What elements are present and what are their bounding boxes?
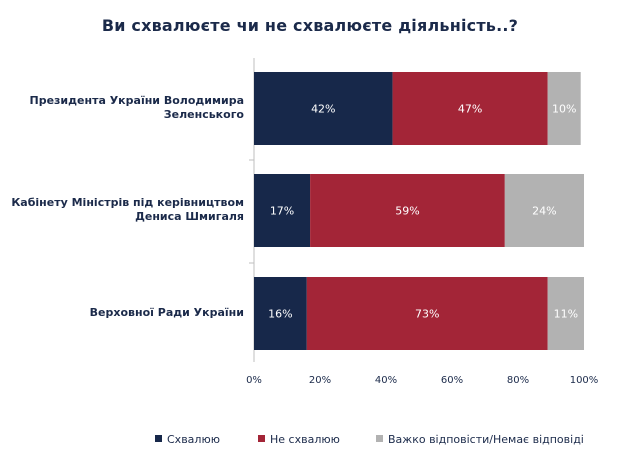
chart-title: Ви схвалюєте чи не схвалюєте діяльність.… — [101, 16, 519, 35]
bar-segment — [392, 72, 548, 145]
x-tick-label: 20% — [309, 375, 331, 386]
legend-label-approve: Схвалюю — [167, 433, 220, 446]
legend-item-approve: Схвалюю — [155, 433, 220, 446]
data-label: 10% — [552, 103, 576, 116]
x-tick-label: 80% — [507, 375, 529, 386]
bar-segment — [254, 174, 311, 247]
legend-swatch-hard-to-say — [376, 435, 383, 442]
bar-segment — [547, 72, 581, 145]
legend-label-hard-to-say: Важко відповісти/Немає відповіді — [388, 433, 584, 446]
bar-segment — [254, 277, 307, 350]
bar-segment — [306, 277, 548, 350]
legend-swatch-approve — [155, 435, 162, 442]
data-label: 16% — [268, 308, 292, 321]
data-label: 42% — [311, 103, 335, 116]
legend-item-disapprove: Не схвалюю — [258, 433, 340, 446]
x-tick-label: 100% — [570, 375, 599, 386]
legend-swatch-disapprove — [258, 435, 265, 442]
data-label: 73% — [415, 308, 439, 321]
category-label-cabinet: Кабінету Міністрів під керівництвом Дени… — [11, 196, 244, 223]
data-label: 47% — [458, 103, 482, 116]
data-label: 59% — [395, 205, 419, 218]
x-tick-label: 60% — [441, 375, 463, 386]
legend-label-disapprove: Не схвалюю — [270, 433, 340, 446]
bar-segment — [254, 72, 393, 145]
data-label: 11% — [554, 308, 578, 321]
x-tick-label: 40% — [375, 375, 397, 386]
data-label: 17% — [270, 205, 294, 218]
category-label-parliament: Верховної Ради України — [89, 306, 244, 319]
category-label-president: Президента України Володимира Зеленськог… — [29, 94, 244, 121]
data-label: 24% — [532, 205, 556, 218]
x-tick-label: 0% — [246, 375, 262, 386]
bar-segment — [310, 174, 505, 247]
legend-item-hard-to-say: Важко відповісти/Немає відповіді — [376, 433, 584, 446]
bar-segment — [504, 174, 584, 247]
bar-segment — [547, 277, 584, 350]
